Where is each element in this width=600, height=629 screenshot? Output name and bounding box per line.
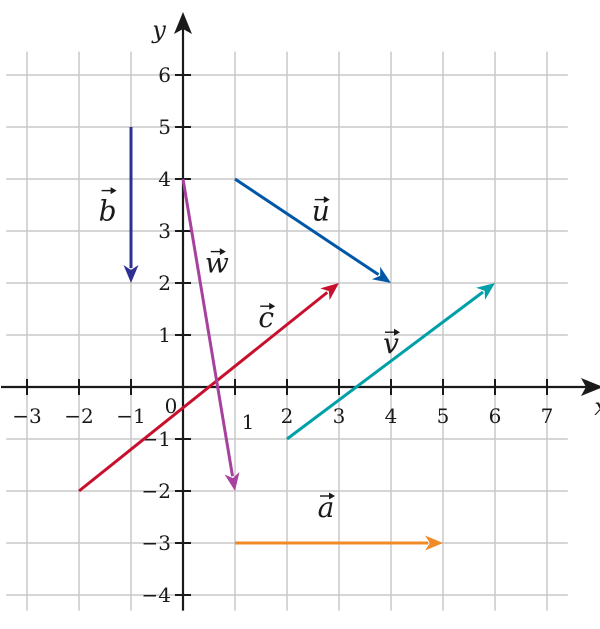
y-tick-label: 3 xyxy=(158,219,171,243)
x-tick-label: 4 xyxy=(385,404,398,428)
vector-b xyxy=(123,127,139,283)
vector-u-shaft xyxy=(234,177,380,276)
y-tick-label: −4 xyxy=(142,583,171,607)
x-tick-label: −2 xyxy=(64,404,93,428)
vector-a-arrowhead xyxy=(425,535,443,551)
vector-c-shaft xyxy=(78,291,329,493)
y-tick-label: 4 xyxy=(158,167,171,191)
vector-labels: a b c u v w xyxy=(99,187,400,524)
vectors xyxy=(78,127,495,551)
vector-b-label: b xyxy=(99,187,117,228)
vector-u-arrowhead xyxy=(371,266,391,283)
vector-a-accent-head-icon xyxy=(329,492,335,500)
y-tick-label: −2 xyxy=(142,479,171,503)
vector-a xyxy=(235,535,443,551)
grid xyxy=(6,51,568,611)
vector-v-shaft xyxy=(286,290,484,441)
origin-label: 0 xyxy=(165,394,178,418)
x-tick-label: 5 xyxy=(437,404,450,428)
y-axis-arrowhead xyxy=(174,12,192,34)
x-axis-arrowhead xyxy=(581,378,600,396)
y-tick-label: 5 xyxy=(158,115,171,139)
vector-u-accent-head-icon xyxy=(323,196,330,204)
vector-c-label: c xyxy=(258,301,276,334)
vector-b-accent-head-icon xyxy=(110,187,117,195)
vector-b-arrowhead xyxy=(123,265,139,283)
vector-v-arrowhead xyxy=(476,283,495,300)
vector-w-shaft xyxy=(181,178,235,477)
vector-v xyxy=(286,283,495,441)
vector-a-name: a xyxy=(318,491,335,524)
vector-b-name: b xyxy=(99,195,117,228)
x-tick-label: 6 xyxy=(489,404,502,428)
vector-c xyxy=(78,283,339,493)
vector-w-arrowhead xyxy=(224,472,240,491)
vector-v-label: v xyxy=(383,327,400,360)
axes xyxy=(1,12,600,611)
y-axis-label: y xyxy=(151,16,166,44)
vector-u-label: u xyxy=(312,195,330,228)
vector-a-label: a xyxy=(318,491,335,524)
x-tick-label: −3 xyxy=(12,404,41,428)
vector-c-arrowhead xyxy=(320,283,339,301)
vector-v-accent-head-icon xyxy=(394,328,400,336)
vector-v-name: v xyxy=(383,327,399,360)
vector-u-name: u xyxy=(312,195,330,228)
vector-c-accent-head-icon xyxy=(269,302,276,310)
vector-w-label: w xyxy=(205,247,229,280)
y-tick-label: −3 xyxy=(142,531,171,555)
vector-w-accent-head-icon xyxy=(219,248,226,256)
x-tick-label: −1 xyxy=(116,404,145,428)
y-tick-label: 6 xyxy=(158,63,171,87)
x-tick-label: 7 xyxy=(541,404,554,428)
y-tick-label: 1 xyxy=(158,323,171,347)
x-axis-label: x xyxy=(594,393,600,421)
vector-w xyxy=(181,178,240,491)
vector-c-name: c xyxy=(258,301,274,334)
x-tick-label: 3 xyxy=(333,404,346,428)
y-tick-label: 2 xyxy=(158,271,171,295)
x-tick-label: 1 xyxy=(242,410,255,434)
x-tick-label: 2 xyxy=(281,404,294,428)
vector-u xyxy=(234,177,391,283)
